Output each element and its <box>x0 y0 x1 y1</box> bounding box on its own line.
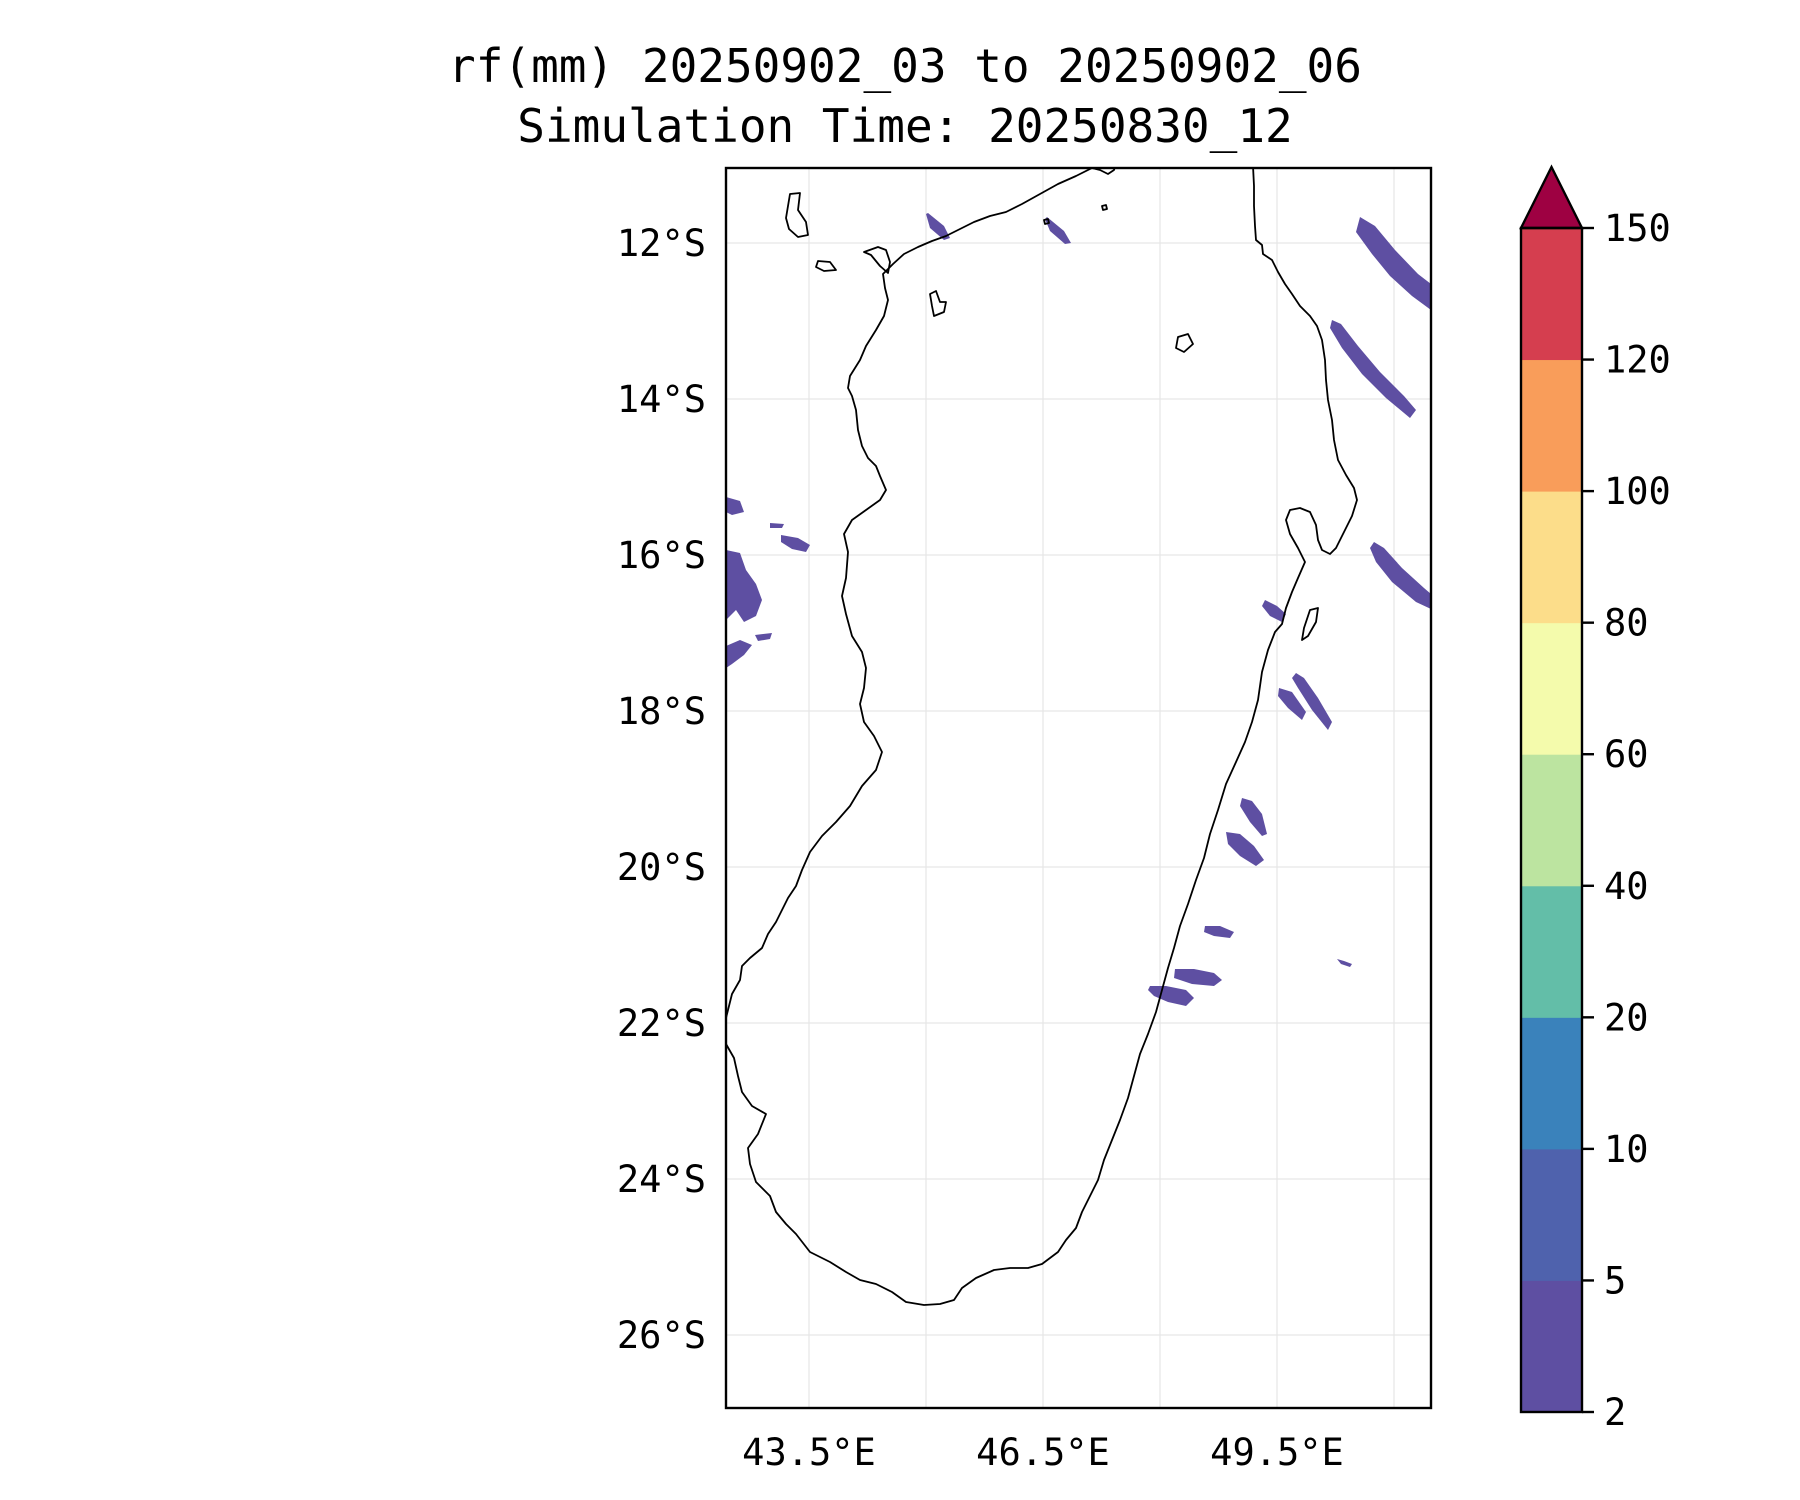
lon-tick-label: 49.5°E <box>1210 1431 1344 1474</box>
colorbar-tick-label: 100 <box>1604 470 1671 513</box>
map-panel <box>724 166 1433 1410</box>
rain-patch <box>726 640 752 668</box>
lon-tick-label: 46.5°E <box>976 1431 1110 1474</box>
rain-patch <box>926 213 950 240</box>
colorbar-tick-label: 5 <box>1604 1259 1626 1302</box>
lat-tick-label: 22°S <box>617 1002 706 1045</box>
colorbar: 2 5 10 20 40 60 80 100 120 150 <box>1519 164 1671 1434</box>
colorbar-tick-label: 80 <box>1604 602 1649 645</box>
lat-tick-label: 20°S <box>617 846 706 889</box>
rain-patch <box>770 523 784 528</box>
rain-patch <box>1174 969 1222 986</box>
rain-patch <box>1356 217 1431 310</box>
map-gridlines <box>726 168 1431 1408</box>
madagascar-coastline <box>726 168 1358 1306</box>
colorbar-extend-arrow <box>1519 164 1584 230</box>
colorbar-tick-label: 60 <box>1604 733 1649 776</box>
lat-tick-label: 14°S <box>617 378 706 421</box>
colorbar-tick-label: 20 <box>1604 996 1649 1039</box>
coastline-comoros-moheli <box>815 260 837 272</box>
lat-tick-label: 12°S <box>617 222 706 265</box>
colorbar-tick-label: 150 <box>1604 207 1671 250</box>
coastline-comoros-grande <box>785 192 809 238</box>
lon-tick-label: 43.5°E <box>742 1431 876 1474</box>
coastlines <box>726 168 1358 1306</box>
lat-tick-label: 26°S <box>617 1314 706 1357</box>
colorbar-labels: 2 5 10 20 40 60 80 100 120 150 <box>1604 207 1671 1434</box>
lat-tick-label: 16°S <box>617 534 706 577</box>
rain-patch <box>1240 798 1267 836</box>
colorbar-ticks <box>1582 226 1594 1414</box>
rain-patch <box>1262 600 1286 622</box>
coastline-nosy-be <box>1175 333 1194 353</box>
colorbar-blocks <box>1521 228 1582 1413</box>
colorbar-frame <box>1519 226 1584 1414</box>
coastline-sainte-marie <box>1301 607 1319 641</box>
lon-ticks: 43.5°E 46.5°E 49.5°E <box>742 1431 1344 1474</box>
colorbar-level <box>1521 228 1582 361</box>
coastline-mayotte <box>929 290 947 317</box>
rain-patch <box>1204 926 1234 938</box>
colorbar-level <box>1521 359 1582 492</box>
lat-ticks: 12°S 14°S 16°S 18°S 20°S 22°S 24°S 26°S <box>617 222 706 1357</box>
coastline-comoros-anjouan <box>863 246 891 274</box>
colorbar-tick-label: 40 <box>1604 865 1649 908</box>
coastline-islet <box>1043 218 1050 225</box>
chart-title: rf(mm) 20250902_03 to 20250902_06 <box>448 39 1362 93</box>
rain-patch <box>726 497 744 515</box>
colorbar-level <box>1521 1148 1582 1281</box>
chart-subtitle: Simulation Time: 20250830_12 <box>517 99 1292 153</box>
rain-patch <box>1292 673 1332 730</box>
map-background <box>726 168 1431 1408</box>
colorbar-tick-label: 2 <box>1604 1391 1626 1434</box>
rain-patch <box>1226 832 1264 866</box>
lat-tick-label: 24°S <box>617 1158 706 1201</box>
colorbar-level <box>1521 885 1582 1018</box>
colorbar-tick-label: 120 <box>1604 339 1671 382</box>
rain-patch <box>1330 320 1416 418</box>
rain-patch <box>1278 688 1306 720</box>
rain-patch <box>1148 986 1194 1006</box>
colorbar-level <box>1521 622 1582 755</box>
rain-patch <box>1045 217 1071 244</box>
map-frame <box>724 166 1433 1410</box>
colorbar-tick-label: 10 <box>1604 1128 1649 1171</box>
colorbar-level <box>1521 754 1582 887</box>
rain-patch <box>1337 959 1352 967</box>
rain-patches <box>726 213 1431 1006</box>
rain-patch <box>781 535 810 552</box>
coastline-islet <box>1101 204 1108 211</box>
colorbar-level <box>1521 1017 1582 1150</box>
colorbar-level <box>1521 491 1582 624</box>
lat-tick-label: 18°S <box>617 690 706 733</box>
rain-patch <box>1370 542 1431 609</box>
colorbar-level <box>1521 1280 1582 1413</box>
rain-patch <box>726 550 762 622</box>
rain-patch <box>755 633 772 641</box>
